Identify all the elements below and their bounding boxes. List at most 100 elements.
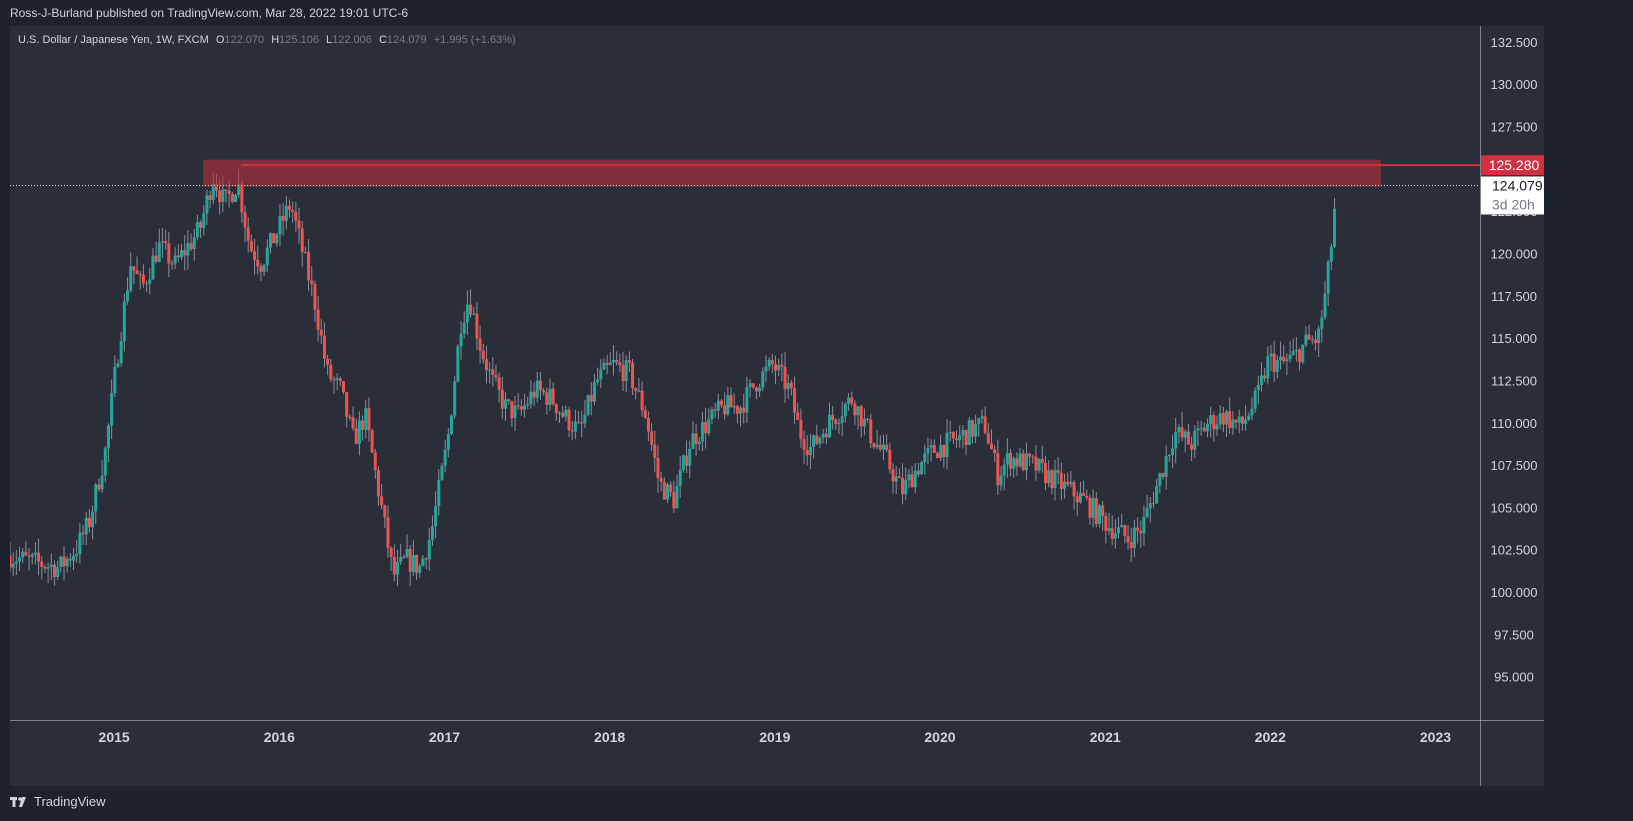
- candle-body: [132, 266, 136, 271]
- candle-body: [494, 374, 498, 378]
- candle-body: [392, 556, 396, 575]
- candle-body: [262, 264, 266, 272]
- candle-body: [1139, 530, 1143, 534]
- candle-body: [145, 283, 149, 285]
- candle-body: [577, 421, 581, 423]
- x-tick-label: 2021: [1090, 729, 1121, 745]
- candle-body: [732, 405, 736, 408]
- y-tick-label: 132.500: [1491, 35, 1538, 50]
- candle-body: [1148, 503, 1152, 509]
- candle-body: [669, 484, 673, 493]
- symbol-title[interactable]: U.S. Dollar / Japanese Yen, 1W, FXCM: [18, 34, 209, 46]
- candle-body: [342, 380, 346, 393]
- candle-body: [59, 556, 63, 568]
- candle-body: [170, 263, 174, 265]
- candle-body: [27, 555, 31, 557]
- candle-body: [910, 474, 914, 488]
- candle-body: [278, 215, 282, 235]
- candle-body: [659, 478, 663, 482]
- candle-body: [440, 465, 444, 480]
- high-value: 125.106: [279, 34, 319, 46]
- candle-body: [246, 227, 250, 241]
- bar-countdown-label: 3d 20h: [1492, 196, 1535, 212]
- candle-body: [221, 189, 225, 202]
- chart-panel[interactable]: 132.500130.000127.500125.000122.500120.0…: [10, 26, 1544, 786]
- candle-body: [1196, 428, 1200, 431]
- candle-body: [516, 405, 520, 407]
- candle-body: [332, 379, 336, 381]
- candle-body: [1202, 427, 1206, 432]
- candle-body: [151, 255, 155, 280]
- candle-body: [202, 213, 206, 228]
- candle-body: [243, 212, 247, 228]
- candle-body: [1015, 458, 1019, 467]
- candle-body: [49, 564, 53, 568]
- candle-body: [1177, 427, 1181, 433]
- tradingview-logo[interactable]: TradingView: [10, 794, 106, 809]
- candle-body: [415, 554, 419, 573]
- candle-body: [1183, 431, 1187, 438]
- candle-body: [195, 222, 199, 238]
- price-chart[interactable]: 132.500130.000127.500125.000122.500120.0…: [10, 26, 1544, 786]
- open-value: 122.070: [224, 34, 265, 46]
- candle-body: [1069, 482, 1073, 485]
- resistance-price-label-bg: [1481, 155, 1544, 176]
- candle-body: [288, 205, 292, 210]
- candle-body: [1279, 356, 1283, 361]
- candle-body: [160, 241, 164, 243]
- candle-body: [106, 425, 110, 449]
- candle-body: [1310, 339, 1314, 341]
- high-key: H: [271, 34, 280, 46]
- candle-body: [268, 233, 272, 248]
- candle-body: [700, 422, 704, 442]
- candle-body: [783, 366, 787, 390]
- candle-body: [866, 418, 870, 420]
- y-tick-label: 102.500: [1491, 543, 1538, 558]
- candle-body: [424, 558, 428, 560]
- candle-body: [1174, 432, 1178, 449]
- candle-body: [789, 382, 793, 389]
- candle-body: [558, 412, 562, 414]
- candle-body: [764, 366, 768, 372]
- candle-body: [777, 364, 781, 371]
- publisher-bar: Ross-J-Burland published on TradingView.…: [0, 0, 1633, 26]
- candle-body: [1329, 246, 1333, 262]
- candle-body: [1259, 375, 1263, 386]
- candle-body: [847, 397, 851, 405]
- candle-body: [1323, 293, 1327, 318]
- candle-body: [1231, 419, 1235, 428]
- candle-body: [1136, 527, 1140, 531]
- candle-body: [62, 556, 66, 567]
- resistance-zone[interactable]: [203, 159, 1381, 187]
- candle-body: [551, 388, 555, 405]
- candle-body: [399, 556, 403, 562]
- candle-body: [596, 379, 600, 383]
- candle-body: [513, 405, 517, 419]
- candle-body: [364, 408, 368, 430]
- candle-body: [961, 430, 965, 436]
- candle-body: [450, 415, 454, 434]
- candle-body: [916, 470, 920, 475]
- candle-body: [1059, 472, 1063, 489]
- candle-body: [704, 422, 708, 434]
- candle-body: [459, 333, 463, 347]
- candle-body: [408, 548, 412, 572]
- candle-body: [310, 280, 314, 285]
- candle-body: [10, 555, 12, 568]
- candle-body: [964, 430, 968, 445]
- candle-body: [129, 266, 133, 291]
- candle-body: [100, 475, 104, 490]
- candle-body: [1272, 353, 1276, 372]
- candle-body: [573, 421, 577, 432]
- candle-body: [43, 567, 47, 569]
- candle-body: [758, 387, 762, 392]
- candle-body: [281, 215, 285, 221]
- candle-body: [542, 390, 546, 393]
- candle-body: [307, 252, 311, 281]
- candle-body: [154, 255, 158, 262]
- candle-body: [859, 406, 863, 427]
- candle-body: [948, 432, 952, 434]
- candle-body: [827, 414, 831, 438]
- candle-body: [1091, 498, 1095, 518]
- candle-body: [294, 211, 298, 221]
